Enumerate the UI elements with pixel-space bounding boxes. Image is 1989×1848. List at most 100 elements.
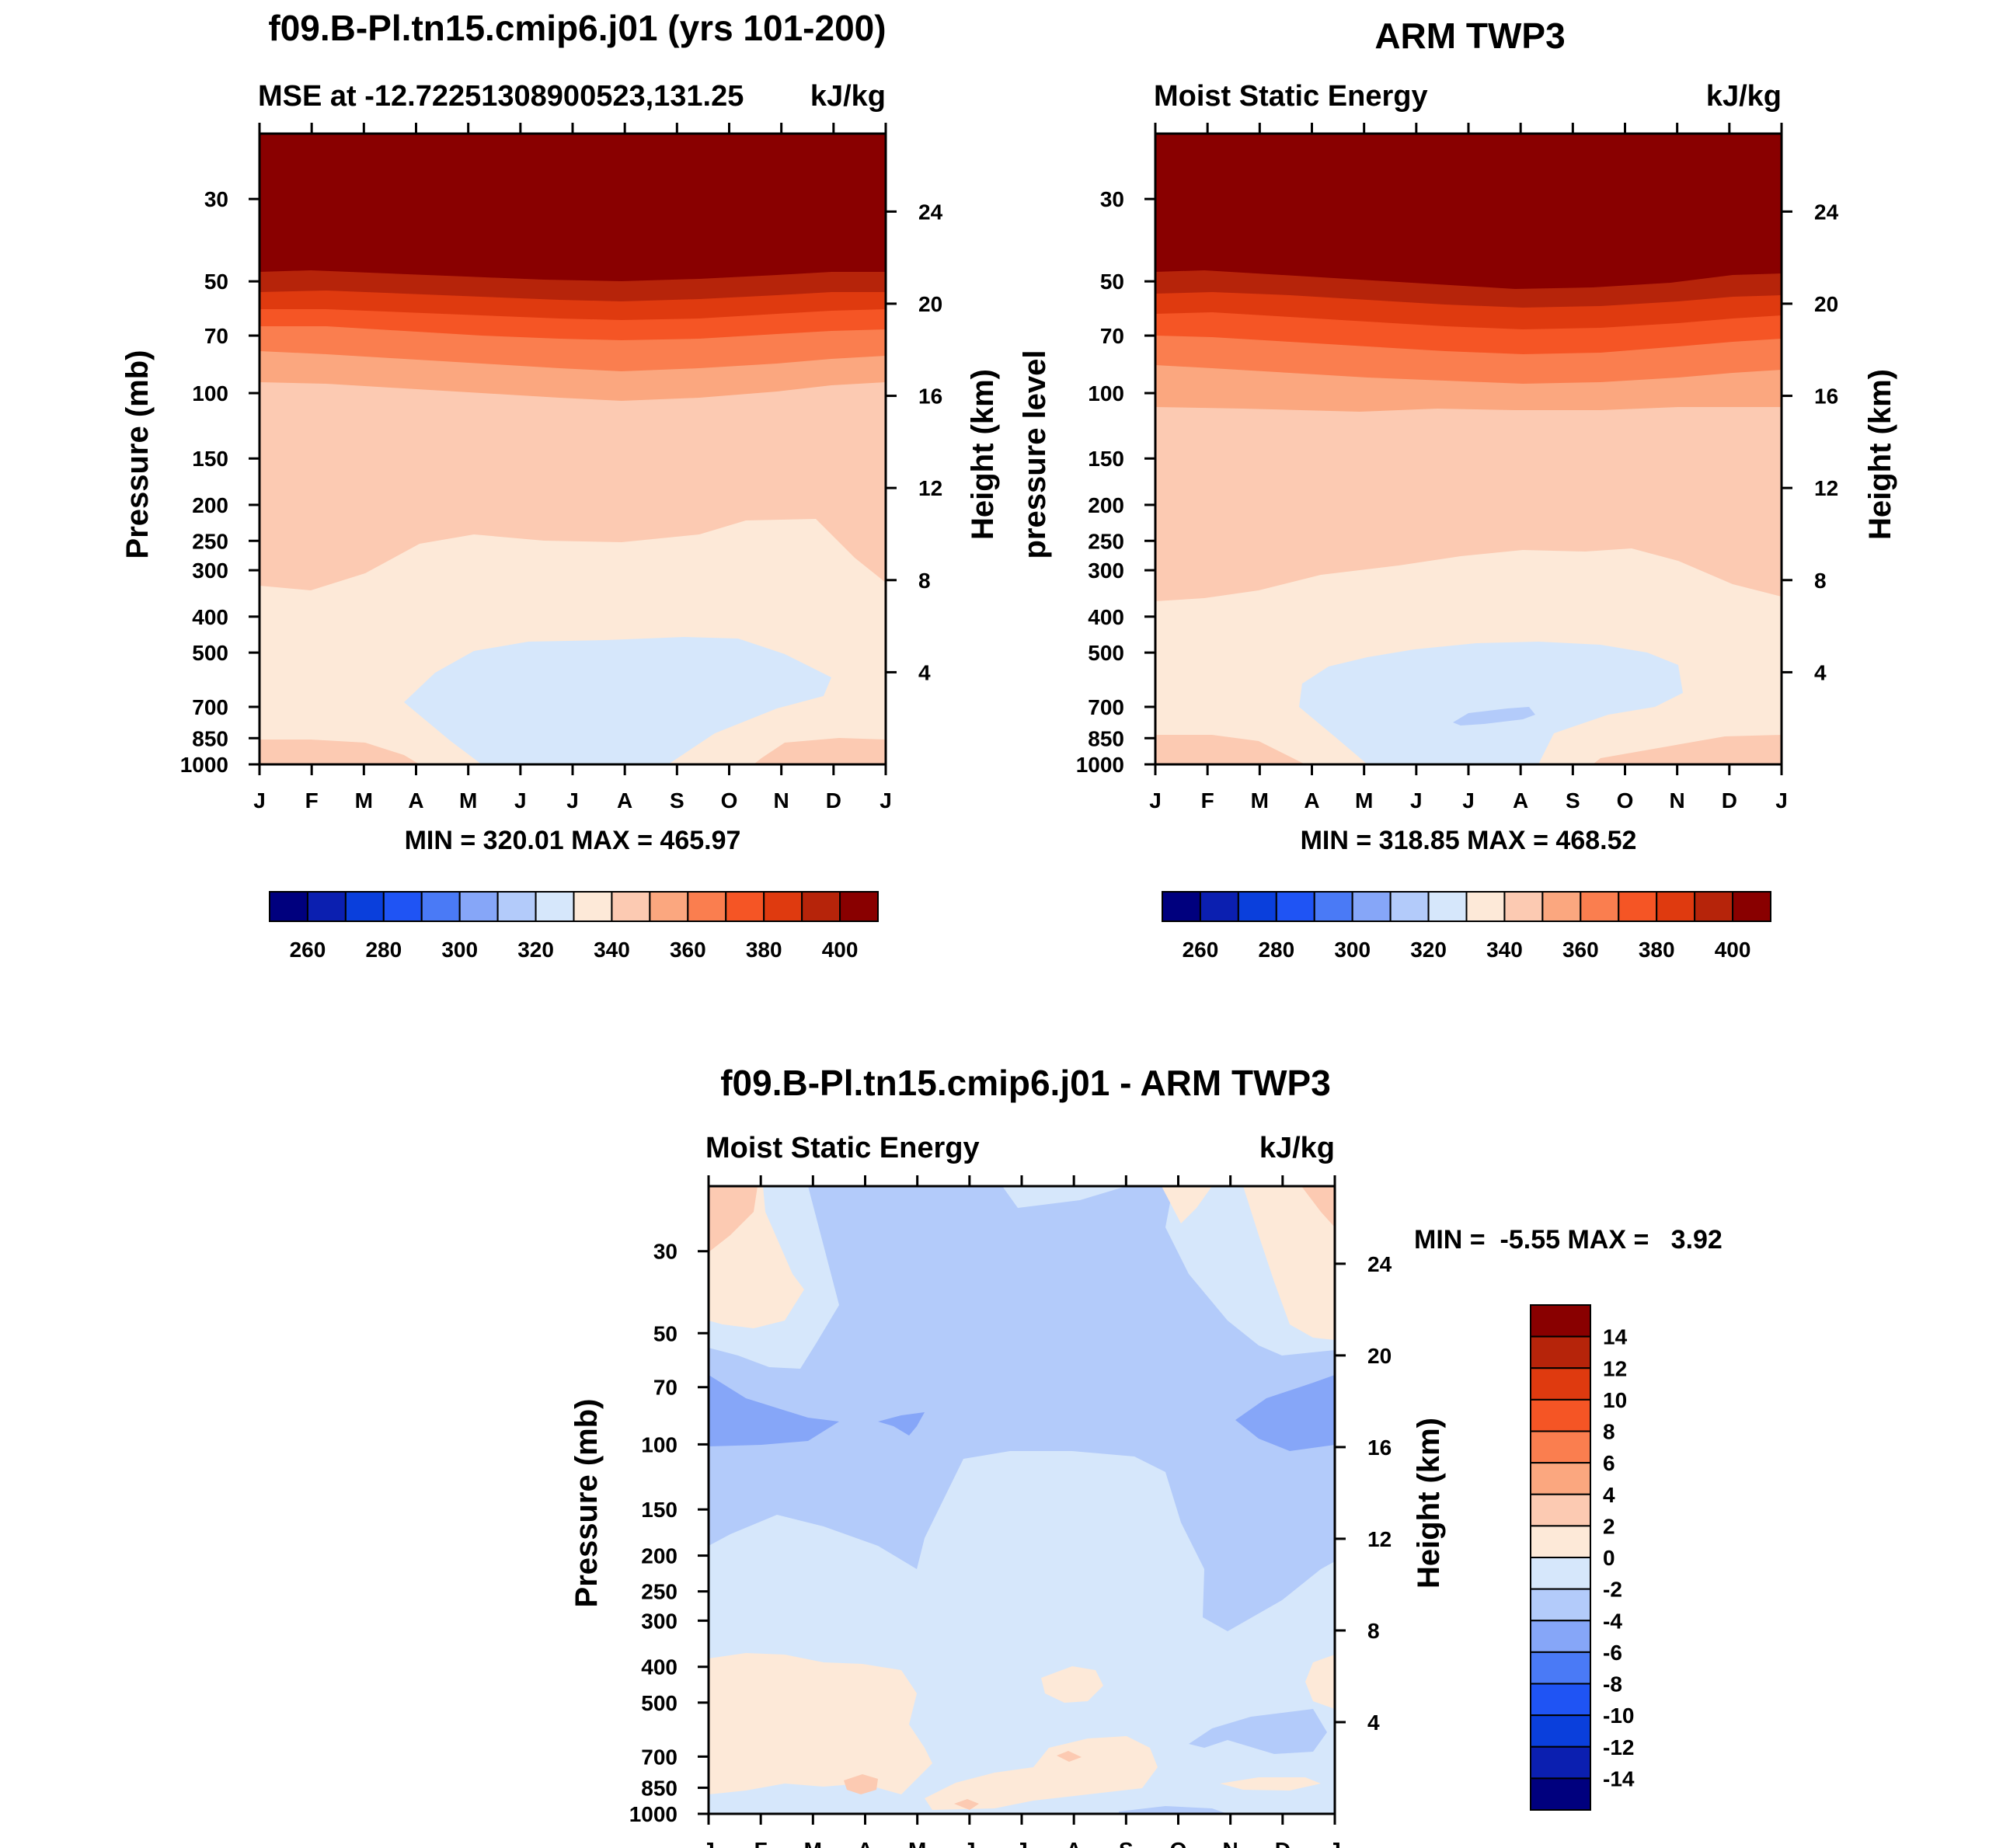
x-tick-label: M [355,788,373,813]
y2-tick-label: 20 [1814,292,1838,316]
colorbar-label: -10 [1603,1704,1634,1728]
colorbar-box [535,891,575,922]
x-tick-label: J [1410,788,1423,813]
x-tick-label: J [253,788,266,813]
colorbar-box [1530,1588,1591,1622]
x-tick-label: A [1513,788,1528,813]
y2-tick-label: 4 [918,660,931,684]
x-tick-label: M [1251,788,1269,813]
colorbar-label: -6 [1603,1641,1622,1665]
colorbar-box [1530,1304,1591,1338]
x-tick-label: J [514,788,527,813]
x-tick-label: S [1119,1838,1134,1848]
colorbar-label: 360 [670,938,706,962]
colorbar-box [1313,891,1353,922]
obs-sfc-warm-right [1593,735,1782,764]
colorbar-box [1237,891,1277,922]
y-tick-label: 300 [641,1609,678,1633]
diff-band-neg4-to-neg6-mid [878,1412,925,1436]
colorbar-box [1530,1683,1591,1717]
colorbar-box [725,891,765,922]
colorbar-label: 10 [1603,1388,1627,1412]
colorbar-label: 340 [1486,938,1523,962]
y-tick-label: 850 [1088,726,1124,750]
y-tick-label: 150 [641,1498,678,1522]
y-tick-label: 400 [641,1655,678,1679]
colorbar-box [344,891,385,922]
x-tick-label: N [774,788,789,813]
y-tick-label: 700 [641,1745,678,1769]
colorbar-box [496,891,537,922]
colorbar-box [1530,1493,1591,1527]
diff-band-0-2-top-mid [1162,1186,1212,1223]
colorbar-box [763,891,803,922]
colorbar-box [1530,1525,1591,1558]
colorbar-box [269,891,308,922]
diff-band-2-4-top-right [1301,1186,1335,1227]
y2-tick-label: 12 [918,476,942,500]
y2-tick-label: 24 [1367,1252,1392,1276]
colorbar-label: 380 [746,938,782,962]
colorbar-label: 280 [365,938,402,962]
y-tick-label: 850 [192,726,228,750]
colorbar-label: 14 [1603,1325,1628,1349]
y-tick-label: 500 [1088,641,1124,665]
model-contour-field [260,134,886,764]
x-tick-label: J [880,788,892,813]
obs-sfc-warm-left [1155,735,1305,764]
obs-main-title: ARM TWP3 [1374,16,1565,56]
x-tick-label: O [721,788,738,813]
y2-tick-label: 16 [1814,385,1838,409]
colorbar-box [1530,1398,1591,1432]
diff-axes: J F M A M J J A S O N D J 30 50 70 100 150 200 250 300 400 500… [629,1175,1392,1848]
colorbar-box [1530,1430,1591,1464]
colorbar-box [382,891,423,922]
y2-tick-label: 4 [1814,660,1827,684]
colorbar-box [1656,891,1696,922]
colorbar-label: 400 [1715,938,1751,962]
colorbar-label: -4 [1603,1609,1622,1633]
panel-diff: f09.B-Pl.tn15.cmip6.j01 - ARM TWP3 Moist… [570,1063,1723,1848]
x-tick-label: A [1304,788,1319,813]
colorbar-box [1530,1557,1591,1590]
obs-band-310-320 [1453,707,1535,726]
colorbar-box [1530,1777,1591,1811]
x-tick-label: M [459,788,477,813]
colorbar-box [1530,1745,1591,1780]
diff-band-neg4-to-neg6-right [1235,1375,1335,1451]
y-tick-label: 100 [192,381,228,405]
x-tick-label: O [1617,788,1634,813]
colorbar-box [687,891,727,922]
diff-band-neg2-to-neg4 [709,1186,1335,1631]
diff-band-2-4-spot-c [1057,1751,1082,1762]
y-tick-label: 150 [1088,447,1124,471]
y2-tick-label: 20 [918,292,942,316]
diff-band-0-2-mid-left [709,1653,932,1794]
colorbar-box [1530,1651,1591,1685]
panel-model: f09.B-Pl.tn15.cmip6.j01 (yrs 101-200) MS… [120,8,1000,962]
y-tick-label: 250 [641,1580,678,1604]
x-tick-label: J [1149,788,1162,813]
y-tick-label: 150 [192,447,228,471]
y-tick-label: 500 [192,641,228,665]
y2-tick-label: 24 [1814,200,1839,224]
colorbar-label: 320 [1410,938,1447,962]
y-tick-label: 100 [1088,381,1124,405]
y2-tick-label: 4 [1367,1711,1380,1735]
colorbar-label: 2 [1603,1514,1615,1538]
y-tick-label: 200 [641,1544,678,1568]
diff-colorbar: 14 12 10 8 6 4 2 0 -2 -4 -6 -8 -10 -12 -14 [1530,1304,1635,1811]
colorbar-box [306,891,347,922]
colorbar-box [1530,1620,1591,1653]
x-tick-label: A [617,788,632,813]
colorbar-label: 6 [1603,1451,1615,1475]
diff-band-0-2-lower [925,1736,1158,1810]
x-tick-label: N [1670,788,1685,813]
diff-band-neg2-surface [1119,1806,1228,1814]
colorbar-label: 380 [1639,938,1675,962]
colorbar-box [611,891,651,922]
x-tick-label: J [963,1838,976,1848]
obs-right-string: kJ/kg [1706,80,1782,113]
y-tick-label: 70 [653,1376,678,1400]
colorbar-box [1162,891,1201,922]
